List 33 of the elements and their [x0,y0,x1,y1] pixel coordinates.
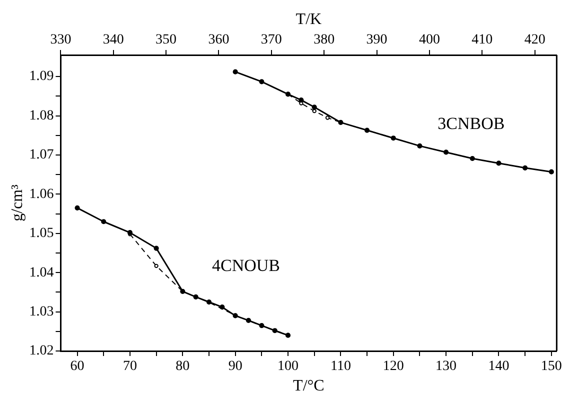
annotation: 3CNBOB [438,114,505,134]
x2-tick-label: 360 [208,32,230,48]
x2-axis-title: T/K [296,10,322,28]
x2-tick-label: 420 [524,32,546,48]
x-tick-label: 110 [330,359,351,374]
x-tick-label: 100 [278,359,299,374]
y-tick-label: 1.08 [29,108,54,124]
y-tick-label: 1.04 [29,265,54,280]
x2-tick-label: 380 [314,32,335,48]
x-tick-label: 140 [488,359,510,374]
x-tick-label: 80 [176,359,190,374]
y-tick-label: 1.07 [29,148,54,163]
y-tick-label: 1.02 [29,344,54,359]
y-axis-title: g/cm³ [8,184,26,222]
x-tick-label: 60 [70,359,84,374]
y-tick-label: 1.06 [29,186,54,202]
x-tick-label: 70 [122,359,137,374]
x2-tick-label: 340 [102,32,124,48]
x2-tick-label: 410 [472,32,493,48]
x2-tick-label: 370 [260,32,282,48]
x-tick-label: 130 [436,359,457,374]
x-tick-label: 120 [382,359,404,374]
x-tick-label: 90 [228,359,242,374]
y-tick-label: 1.05 [29,226,54,242]
x2-tick-label: 400 [418,32,440,48]
x2-tick-label: 330 [50,32,72,48]
y-tick-label: 1.09 [29,69,54,84]
x2-tick-label: 350 [156,32,177,48]
x2-tick-label: 390 [366,32,388,48]
x-tick-label: 150 [540,359,562,374]
annotation: 4CNOUB [212,256,280,276]
x-axis-title: T/°C [293,378,324,395]
y-tick-label: 1.03 [29,304,54,320]
